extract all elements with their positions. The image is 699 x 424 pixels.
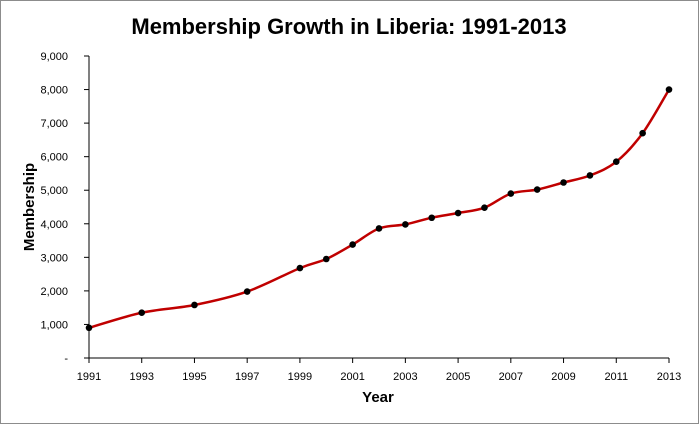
data-point <box>85 324 93 332</box>
x-axis-title: Year <box>362 389 394 406</box>
x-tick-label: 2003 <box>393 371 417 383</box>
data-point <box>533 186 541 193</box>
y-axis-title: Membership <box>21 163 38 251</box>
data-point <box>507 190 515 197</box>
y-tick-label: - <box>64 353 68 365</box>
y-tick-label: 2,000 <box>40 286 68 298</box>
data-point <box>191 301 198 309</box>
data-point <box>560 179 567 186</box>
x-tick-label: 1991 <box>77 371 101 383</box>
y-tick-label: 5,000 <box>40 185 68 197</box>
x-axis-ticks: 1991 1993 1995 1997 1999 2001 2003 2005 2007 2009… <box>77 358 681 383</box>
data-point <box>428 214 436 222</box>
x-tick-label: 2005 <box>446 371 470 383</box>
membership-line <box>88 88 671 330</box>
x-tick-label: 1995 <box>182 371 206 383</box>
x-tick-label: 1997 <box>235 371 259 383</box>
data-point <box>243 288 251 295</box>
data-point <box>454 209 462 217</box>
data-point <box>481 204 488 211</box>
data-markers <box>85 86 673 332</box>
data-point <box>349 241 356 248</box>
data-point <box>665 86 673 93</box>
y-tick-label: 8,000 <box>40 85 68 97</box>
data-point <box>138 309 146 317</box>
y-tick-label: 7,000 <box>40 118 68 130</box>
chart-title: Membership Growth in Liberia: 1991-2013 <box>131 14 566 39</box>
data-point <box>639 129 646 137</box>
x-tick-label: 2013 <box>657 371 681 383</box>
data-point <box>375 225 383 232</box>
y-axis-ticks: - 1,000 2,000 3,000 4,000 5,000 6,000 7,000 8,00… <box>40 51 89 365</box>
y-tick-label: 4,000 <box>40 219 68 231</box>
y-tick-label: 6,000 <box>40 152 68 164</box>
data-point <box>402 221 409 228</box>
data-point <box>612 158 620 165</box>
y-tick-label: 1,000 <box>40 319 68 331</box>
data-point <box>586 172 594 179</box>
data-point <box>322 255 330 263</box>
x-tick-label: 2011 <box>604 371 628 383</box>
data-point <box>296 264 304 272</box>
y-tick-label: 9,000 <box>40 51 68 63</box>
y-tick-label: 3,000 <box>40 252 68 264</box>
x-tick-label: 2001 <box>340 371 364 383</box>
x-tick-label: 1999 <box>288 371 312 383</box>
x-tick-label: 2007 <box>499 371 523 383</box>
x-tick-label: 1993 <box>129 371 153 383</box>
x-tick-label: 2009 <box>551 371 575 383</box>
